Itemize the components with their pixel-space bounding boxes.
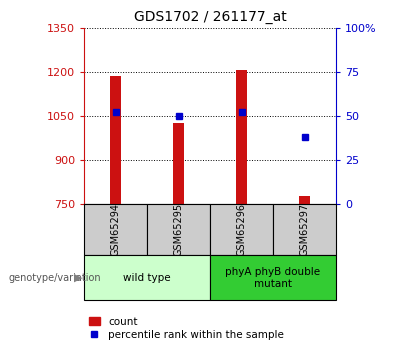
Text: GSM65294: GSM65294 xyxy=(110,203,121,256)
Text: ▶: ▶ xyxy=(74,273,82,283)
Title: GDS1702 / 261177_at: GDS1702 / 261177_at xyxy=(134,10,286,24)
Bar xyxy=(236,70,247,204)
Text: GSM65296: GSM65296 xyxy=(236,203,247,256)
Text: GSM65295: GSM65295 xyxy=(173,203,184,256)
Bar xyxy=(210,204,273,255)
Bar xyxy=(147,204,210,255)
Legend: count, percentile rank within the sample: count, percentile rank within the sample xyxy=(89,317,284,340)
Text: phyA phyB double
mutant: phyA phyB double mutant xyxy=(226,267,320,288)
Bar xyxy=(210,255,336,300)
Bar xyxy=(273,204,336,255)
Text: wild type: wild type xyxy=(123,273,171,283)
Bar xyxy=(173,123,184,204)
Bar xyxy=(84,204,147,255)
Text: GSM65297: GSM65297 xyxy=(299,203,310,256)
Bar xyxy=(84,255,210,300)
Bar xyxy=(299,196,310,204)
Bar xyxy=(110,76,121,204)
Text: genotype/variation: genotype/variation xyxy=(8,273,101,283)
